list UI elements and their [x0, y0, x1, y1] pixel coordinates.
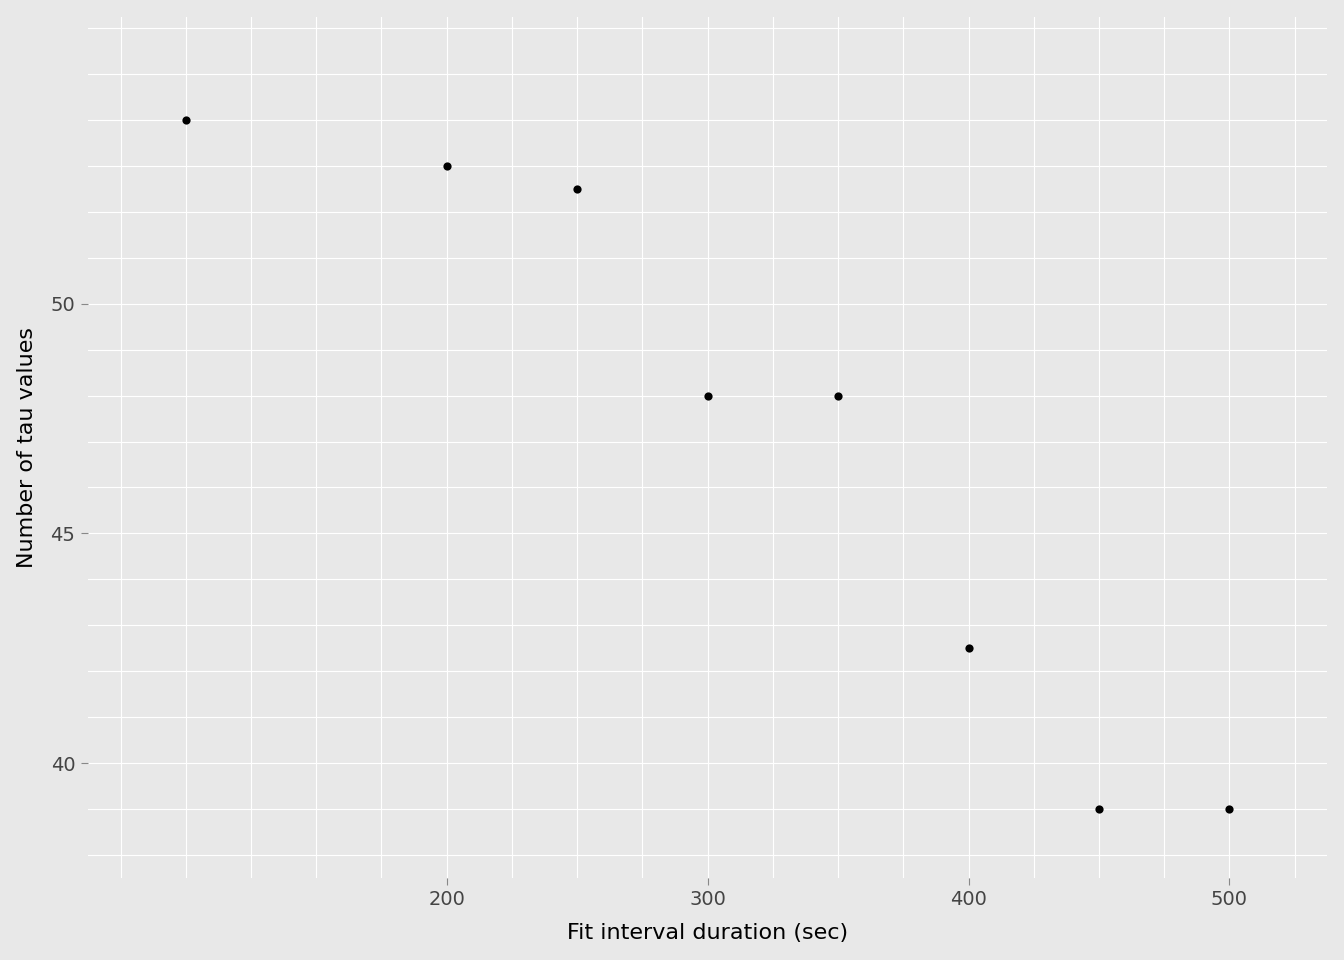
- Point: [958, 640, 980, 656]
- Point: [175, 112, 196, 128]
- Point: [828, 388, 849, 403]
- Y-axis label: Number of tau values: Number of tau values: [16, 326, 36, 567]
- Point: [1089, 802, 1110, 817]
- Point: [566, 181, 587, 197]
- Point: [698, 388, 719, 403]
- X-axis label: Fit interval duration (sec): Fit interval duration (sec): [567, 924, 848, 944]
- Point: [435, 158, 457, 174]
- Point: [1219, 802, 1241, 817]
